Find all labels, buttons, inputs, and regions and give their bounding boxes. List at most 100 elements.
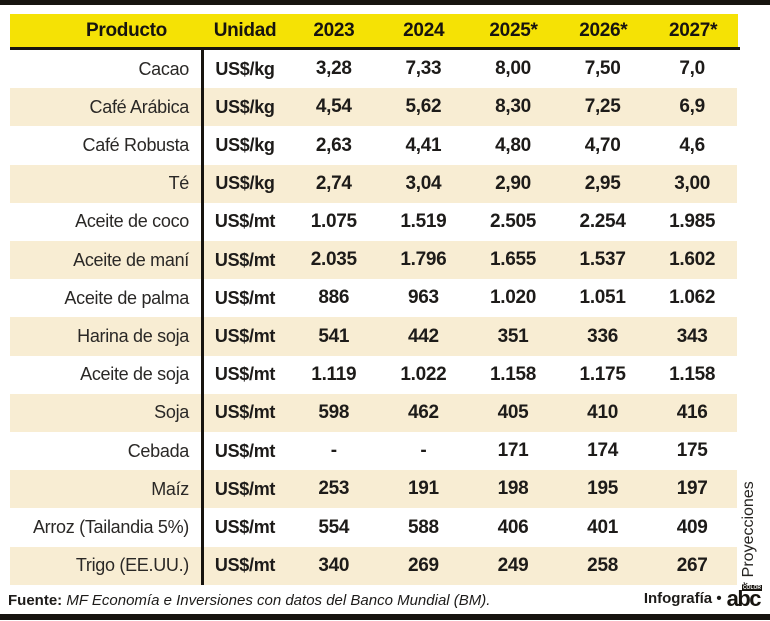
unit-cell: US$/kg [215,135,275,155]
value-cell: 1.175 [579,363,626,385]
table-row: Aceite de soja US$/mt 1.119 1.022 1.158 1.175… [10,356,737,394]
unit-cell: US$/mt [214,555,276,576]
source-text: MF Economía e Inversiones con datos del … [66,592,491,609]
value-cell: 4,70 [584,134,621,156]
unit-cell: US$/mt [214,478,276,499]
unit-cell: US$/mt [214,517,276,538]
value-cell: 4,54 [315,96,352,118]
value-cell: 598 [318,401,350,423]
source-line: Fuente: MF Economía e Inversiones con da… [8,592,490,609]
value-cell: 886 [318,287,350,309]
column-header-2026: 2026* [579,19,628,41]
value-cell: 405 [497,401,529,423]
unit-cell: US$/mt [214,364,276,385]
abc-logo-text: abc [726,586,762,611]
product-cell: Maíz [151,478,189,499]
value-cell: 1.519 [400,210,447,232]
value-cell: 195 [587,478,618,500]
product-cell: Café Robusta [82,135,190,155]
bottom-border-bar [0,614,770,620]
value-cell: 1.075 [310,210,357,232]
value-cell: 336 [587,325,618,347]
value-cell: 1.022 [400,363,447,385]
unit-cell: US$/kg [215,96,275,117]
column-header-producto: Producto [86,19,167,41]
value-cell: 554 [318,516,350,538]
product-cell: Arroz (Tailandia 5%) [32,517,189,538]
value-cell: 5,62 [405,96,442,118]
value-cell: 267 [676,554,708,576]
value-cell: 7,50 [584,58,621,80]
value-cell: 2.254 [579,210,626,232]
credit-line: Infografía • abc COLOR [644,585,762,611]
top-border-bar [0,0,770,5]
table-row: Aceite de coco US$/mt 1.075 1.519 2.505 2.254… [10,203,737,241]
value-cell: 1.119 [311,363,357,385]
value-cell: 7,25 [584,96,621,118]
projections-footnote: * Proyecciones [740,481,757,588]
product-cell: Aceite de coco [75,211,189,232]
value-cell: 588 [407,516,439,538]
column-header-2023: 2023 [313,19,355,41]
abc-color-logo: abc COLOR [726,585,762,611]
value-cell: 2.505 [489,210,536,232]
value-cell: 258 [587,554,618,576]
value-cell: 541 [318,325,350,347]
value-cell: 1.602 [669,249,716,271]
value-cell: 2,74 [315,172,352,194]
table-row: Café Arábica US$/kg 4,54 5,62 8,30 7,25 6,9 [10,88,737,127]
value-cell: 343 [676,325,708,347]
unit-cell: US$/mt [214,402,276,423]
column-header-2024: 2024 [403,19,445,41]
product-cell: Aceite de maní [73,249,189,270]
table-body: Cacao US$/kg 3,28 7,33 8,00 7,50 7,0 Café Arábi… [10,50,737,585]
value-cell: - [330,440,337,462]
column-header-2027: 2027* [669,19,718,41]
table-row: Cacao US$/kg 3,28 7,33 8,00 7,50 7,0 [10,50,737,88]
value-cell: 462 [407,401,439,423]
value-cell: 174 [587,440,618,462]
value-cell: 171 [497,440,529,462]
value-cell: 2.035 [310,249,357,271]
value-cell: 340 [318,554,350,576]
value-cell: 410 [587,401,618,423]
source-label: Fuente: [8,592,63,609]
product-cell: Té [168,173,190,194]
product-cell: Café Arábica [89,96,190,117]
value-cell: 7,33 [405,58,442,80]
value-cell: 401 [587,516,618,538]
value-cell: 249 [497,554,529,576]
value-cell: 1.655 [489,249,536,271]
value-cell: 351 [497,325,529,347]
table-row: Aceite de palma US$/mt 886 963 1.020 1.051 1.0… [10,279,737,317]
value-cell: 1.158 [489,363,536,385]
value-cell: 409 [676,516,708,538]
value-cell: 1.158 [669,363,716,385]
table-row: Café Robusta US$/kg 2,63 4,41 4,80 4,70 4,6 [10,126,737,164]
product-cell: Cebada [127,440,190,461]
value-cell: 416 [676,401,708,423]
value-cell: 253 [318,478,350,500]
table-row: Cebada US$/mt - - 171 174 175 [10,432,737,470]
value-cell: 963 [407,287,439,309]
value-cell: 7,0 [679,58,705,80]
column-header-unidad: Unidad [213,19,277,41]
product-cell: Cacao [138,58,189,79]
value-cell: 3,28 [315,58,352,80]
table-header-row: Producto Unidad 2023 2024 2025* 2026* 20… [10,14,738,47]
value-cell: 1.020 [489,287,536,309]
value-cell: 4,6 [679,134,705,156]
unit-cell: US$/mt [214,211,276,232]
unit-cell: US$/kg [215,58,275,79]
value-cell: 3,00 [674,172,711,194]
table-row: Té US$/kg 2,74 3,04 2,90 2,95 3,00 [10,164,737,203]
unit-cell: US$/mt [214,249,276,270]
value-cell: 1.051 [579,287,626,309]
unit-cell: US$/kg [215,173,275,194]
table-row: Harina de soja US$/mt 541 442 351 336 343 [10,317,737,356]
value-cell: 1.796 [400,249,447,271]
value-cell: - [420,440,427,462]
table-row: Trigo (EE.UU.) US$/mt 340 269 249 258 267 [10,546,737,585]
value-cell: 191 [407,478,439,500]
